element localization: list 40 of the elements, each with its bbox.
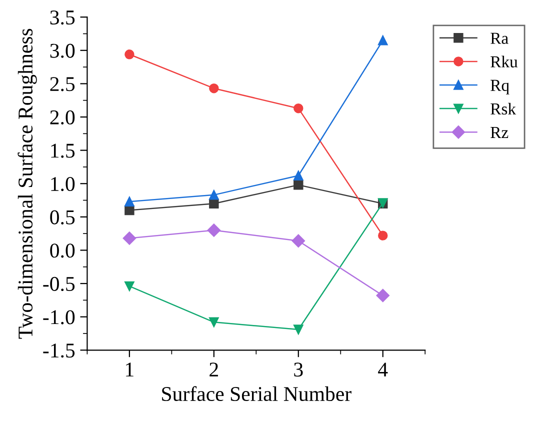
point (209, 317, 219, 328)
point (209, 83, 219, 94)
x-tick-label: 1 (126, 362, 134, 376)
legend-label: Rz (490, 127, 508, 138)
point (124, 205, 134, 216)
y-tick-label: -1.0 (43, 310, 75, 324)
x-tick-label: 4 (378, 362, 388, 376)
y-tick-label: -1.5 (43, 344, 75, 358)
point (294, 103, 304, 114)
y-tick-label: 2.5 (50, 77, 75, 92)
point (207, 224, 220, 237)
legend-label: Rsk (490, 102, 516, 115)
point (124, 50, 134, 60)
point (292, 234, 305, 248)
point (294, 170, 304, 180)
point (294, 180, 304, 190)
x-axis-title: Surface Serial Number (162, 386, 352, 402)
y-tick-label: 3.0 (50, 44, 75, 58)
legend-label: Ra (490, 32, 508, 44)
point (124, 196, 134, 206)
y-tick-label: 0.0 (50, 244, 75, 258)
legend-label: Rq (490, 80, 510, 94)
y-axis-title: Two-dimensional Surface Roughness (18, 28, 37, 339)
x-tick-label: 2 (210, 362, 218, 376)
x-tick-label: 3 (294, 362, 303, 377)
y-tick-label: 3.5 (50, 10, 75, 25)
point (378, 36, 388, 46)
point (124, 281, 134, 292)
point (122, 232, 136, 245)
legend-label: Rku (490, 56, 518, 68)
y-tick-label: 0.5 (50, 210, 75, 224)
point (209, 190, 219, 200)
point (378, 230, 388, 240)
point (376, 288, 390, 302)
y-tick-label: 2.0 (50, 110, 75, 125)
point (209, 198, 219, 208)
point (294, 324, 304, 334)
y-tick-label: 1.5 (51, 144, 75, 158)
y-tick-label: -0.5 (43, 276, 75, 292)
y-tick-label: 1.0 (51, 176, 75, 192)
